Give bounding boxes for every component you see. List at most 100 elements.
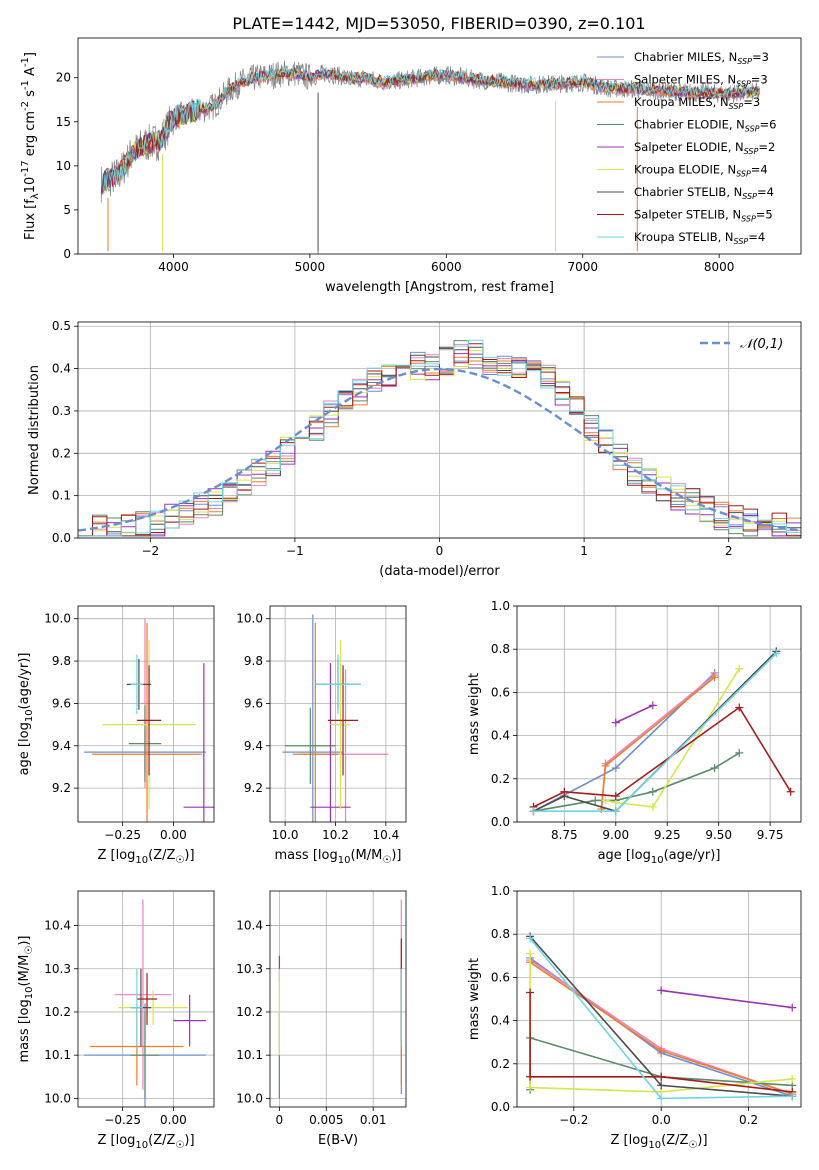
legend-entry: Chabrier STELIB, NSSP=4: [634, 185, 774, 201]
weight-marker: [657, 1094, 666, 1103]
x-tick-label: 0.0: [652, 1113, 671, 1127]
spectrum-panel: 4000 5000 6000 7000 8000 0 5 10 15 20 Chabrier MIL…: [20, 37, 802, 295]
weight-marker: [611, 807, 620, 816]
x-tick-label: 9.75: [757, 828, 784, 842]
mass-vs-metallicity-panel: −0.25 0.00 10.0 10.1 10.2 10.3 10.4 Z [log10(Z/…: [17, 890, 215, 1151]
y-tick-label: 0.6: [491, 970, 510, 984]
y-tick-label: 9.2: [52, 781, 71, 795]
y-tick-label: 15: [56, 115, 71, 129]
weight-marker: [648, 802, 657, 811]
weight-marker: [788, 1003, 797, 1012]
x-tick-label: 10.2: [322, 828, 349, 842]
weight-marker: [648, 787, 657, 796]
y-tick-label: 0.0: [52, 531, 71, 545]
y-tick-label: 0.2: [491, 772, 510, 786]
y-axis-label: Normed distribution: [27, 365, 42, 495]
residual-histogram: [78, 339, 801, 537]
x-tick-label: −2: [141, 544, 159, 558]
weight-marker: [529, 807, 538, 816]
y-axis-label: mass weight: [467, 673, 482, 755]
y-tick-label: 9.8: [52, 654, 71, 668]
y-tick-label: 10.4: [236, 919, 263, 933]
weight-marker: [601, 761, 610, 770]
y-tick-label: 1.0: [491, 599, 510, 613]
axes-frame: [269, 605, 407, 823]
weight-marker: [657, 1046, 666, 1055]
model-spectrum: [103, 66, 761, 191]
y-tick-label: 0.5: [52, 319, 71, 333]
weight-marker: [611, 792, 620, 801]
x-tick-label: 8.75: [551, 828, 578, 842]
axes-frame: [77, 605, 215, 823]
legend-entry: Salpeter STELIB, NSSP=5: [634, 208, 773, 224]
x-tick-label: −0.25: [104, 1113, 141, 1127]
weight-marker: [526, 949, 535, 958]
age-vs-mass-panel: 10.0 10.2 10.4 9.2 9.4 9.6 9.8 10.0 mass [log10(…: [236, 605, 407, 866]
mass-vs-ebv-panel: 0 0.005 0.01 10.0 10.1 10.2 10.3 10.4 E(B-V): [236, 890, 407, 1148]
axes-frame: [77, 37, 802, 255]
y-axis-label: Flux [fλ10-17 erg cm-2 s-1 A-1]: [20, 52, 41, 240]
y-tick-label: 10.3: [236, 962, 263, 976]
weight-marker: [526, 934, 535, 943]
x-tick-label: 10.4: [372, 828, 399, 842]
axes-frame: [516, 890, 802, 1108]
y-tick-label: 0.6: [491, 685, 510, 699]
weight-marker: [611, 718, 620, 727]
legend-entry: Chabrier ELODIE, NSSP=6: [634, 118, 776, 134]
weight-line: [615, 704, 654, 724]
legend-entry: Kroupa STELIB, NSSP=4: [634, 230, 765, 246]
y-tick-label: 0.3: [52, 404, 71, 418]
age-vs-metallicity-panel: −0.25 0.00 9.2 9.4 9.6 9.8 10.0 Z [log10(Z/Z☉)]…: [17, 605, 215, 866]
weight-marker: [657, 1081, 666, 1090]
weight-marker: [710, 673, 719, 682]
x-axis-label: mass [log10(M/M☉)]: [275, 848, 402, 866]
weight-vs-metallicity-panel: −0.2 0.0 0.2 0.0 0.2 0.4 0.6 0.8 1.0 Z [log10(Z/Z…: [467, 884, 802, 1151]
axes-frame: [77, 321, 802, 539]
x-tick-label: 9.00: [602, 828, 629, 842]
y-tick-label: 10.2: [236, 1005, 263, 1019]
y-tick-label: 0.8: [491, 927, 510, 941]
y-tick-label: 0.4: [52, 362, 71, 376]
weight-marker: [526, 988, 535, 997]
y-tick-label: 10.1: [44, 1048, 71, 1062]
y-tick-label: 0.0: [491, 815, 510, 829]
x-tick-label: 0.005: [309, 1113, 343, 1127]
legend-entry: Kroupa ELODIE, NSSP=4: [634, 163, 768, 179]
y-tick-label: 10.3: [44, 962, 71, 976]
x-tick-label: 0.01: [360, 1113, 387, 1127]
weight-marker: [735, 748, 744, 757]
weight-line: [529, 992, 793, 1093]
y-tick-label: 0.2: [52, 446, 71, 460]
residuals-panel: −2 −1 0 1 2 0.0 0.1 0.2 0.3 0.4 0.5 𝒩(0,1) (data-mod…: [27, 319, 802, 579]
plot-area: [78, 606, 214, 822]
y-tick-label: 10.2: [44, 1005, 71, 1019]
y-tick-label: 10.0: [44, 612, 71, 626]
x-tick-label: −1: [286, 544, 304, 558]
x-tick-label: 1: [580, 544, 588, 558]
weight-marker: [788, 1092, 797, 1101]
legend-entry: 𝒩(0,1): [740, 337, 783, 352]
y-tick-label: 1.0: [491, 884, 510, 898]
x-tick-label: 7000: [567, 260, 598, 274]
axes-frame: [516, 605, 802, 823]
y-tick-label: 20: [56, 71, 71, 85]
axes-frame: [269, 890, 407, 1108]
y-axis-label: age [log10(age/yr)]: [17, 653, 35, 776]
weight-marker: [786, 787, 795, 796]
weight-marker: [735, 664, 744, 673]
x-axis-label: E(B-V): [318, 1133, 358, 1148]
y-tick-label: 10.4: [44, 919, 71, 933]
x-axis-label: Z [log10(Z/Z☉)]: [610, 1133, 707, 1151]
y-tick-label: 9.6: [52, 696, 71, 710]
weight-marker: [772, 649, 781, 658]
x-tick-label: 0.2: [739, 1113, 758, 1127]
weight-marker: [657, 986, 666, 995]
x-tick-label: 0.00: [160, 828, 187, 842]
x-tick-label: 2: [725, 544, 733, 558]
x-tick-label: 9.50: [705, 828, 732, 842]
y-axis-label: mass weight: [467, 958, 482, 1040]
weight-marker: [735, 703, 744, 712]
x-tick-label: −0.2: [559, 1113, 588, 1127]
y-tick-label: 0.0: [491, 1100, 510, 1114]
y-tick-label: 0.1: [52, 489, 71, 503]
